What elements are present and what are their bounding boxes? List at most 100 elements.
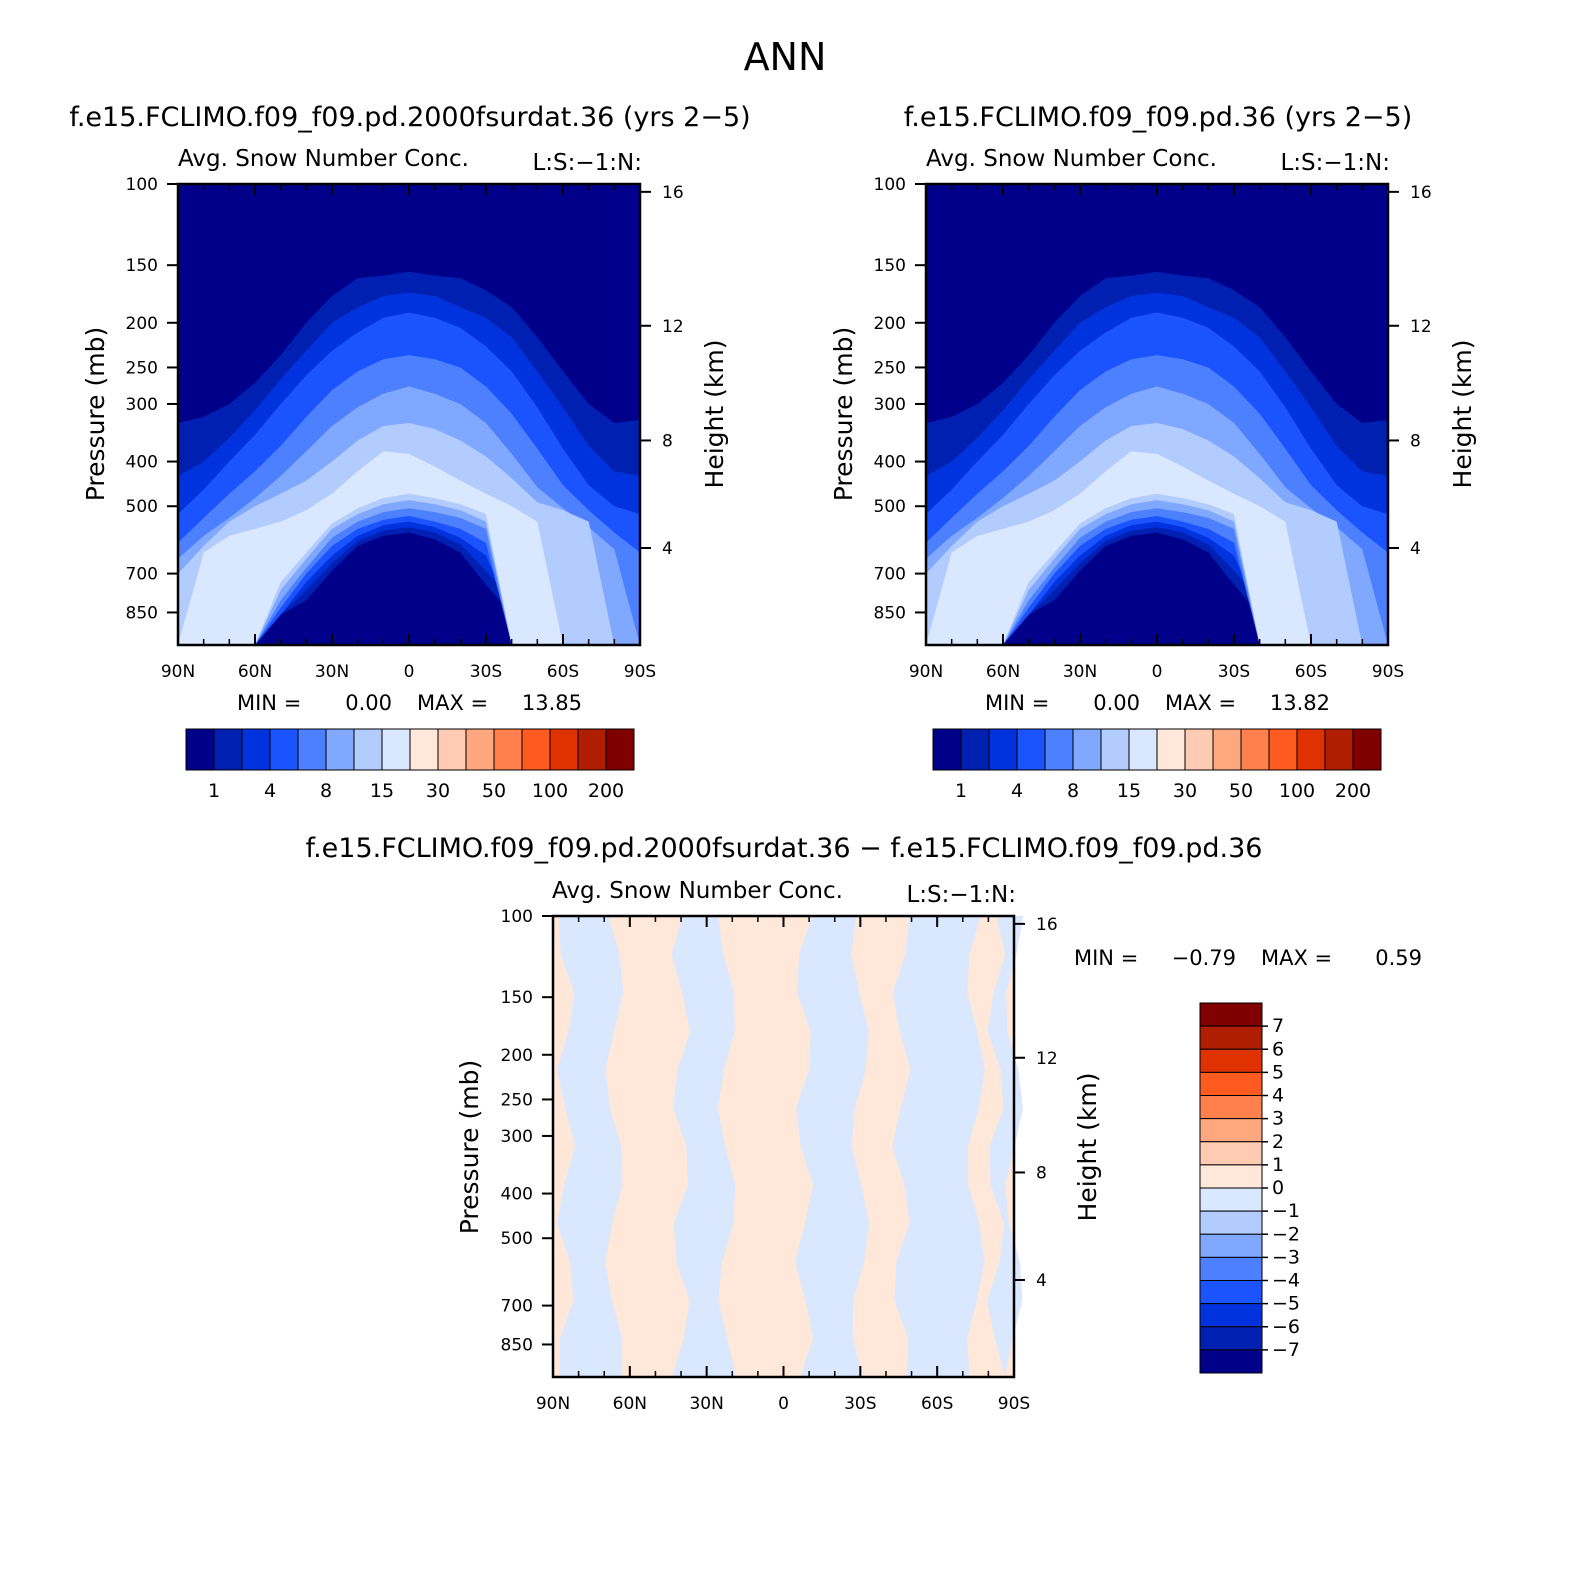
colorbar-box — [1016, 728, 1046, 771]
colorbar-box — [1199, 1349, 1263, 1374]
y-tick-label: 400 — [126, 453, 158, 473]
panel-2-ylabel: Pressure (mb) — [829, 327, 858, 501]
colorbar-label: 0 — [1272, 1177, 1284, 1199]
panel-1-max-value: 13.85 — [522, 691, 582, 715]
x-tick-label: 0 — [404, 662, 415, 682]
colorbar-box — [241, 728, 271, 771]
colorbar-box — [1199, 1280, 1263, 1305]
colorbar-box — [353, 728, 383, 771]
colorbar-label: 30 — [426, 780, 450, 802]
diff-negative-band — [794, 916, 870, 1377]
colorbar-label: 4 — [1272, 1085, 1284, 1107]
colorbar-label: 30 — [1173, 780, 1197, 802]
figure-title: ANN — [744, 35, 827, 79]
y2-tick-label: 8 — [662, 431, 673, 451]
x-tick-label: 30N — [315, 662, 349, 682]
y-tick-label: 200 — [501, 1046, 533, 1066]
y2-tick-label: 16 — [662, 183, 684, 203]
x-tick-label: 30S — [470, 662, 502, 682]
colorbar-box — [1199, 1164, 1263, 1189]
panel-2-min-label: MIN = — [985, 691, 1049, 715]
panel-3-y2label: Height (km) — [1073, 1073, 1102, 1222]
colorbar-label: 200 — [588, 780, 624, 802]
panel-2-plot: 90N 60N 30N 0 30S 60S 90S 100 150 200 250 300 400 500… — [874, 175, 1432, 682]
panel-1-min-label: MIN = — [237, 691, 301, 715]
colorbar-label: 8 — [320, 780, 332, 802]
panel-1-plot: 90N 60N 30N 0 30S 60S 90S 100 150 200 250 300 400 500… — [126, 175, 684, 682]
panel-3-ylabel: Pressure (mb) — [455, 1060, 484, 1234]
colorbar-box — [1199, 1303, 1263, 1328]
y-tick-label: 500 — [501, 1229, 533, 1249]
colorbar-label: 15 — [370, 780, 394, 802]
colorbar-box — [185, 728, 215, 771]
y2-tick-label: 4 — [662, 539, 673, 559]
x-tick-label: 30S — [844, 1394, 876, 1414]
colorbar-box — [1199, 1256, 1263, 1281]
colorbar-label: −5 — [1272, 1293, 1300, 1315]
y-tick-label: 850 — [501, 1335, 533, 1355]
y-tick-label: 300 — [501, 1127, 533, 1147]
y-tick-label: 850 — [126, 603, 158, 623]
panel-1-case-title: f.e15.FCLIMO.f09_f09.pd.2000fsurdat.36 (… — [69, 102, 750, 133]
panel-2-case-title: f.e15.FCLIMO.f09_f09.pd.36 (yrs 2−5) — [904, 102, 1412, 133]
colorbar-box — [1156, 728, 1186, 771]
y-tick-label: 150 — [126, 256, 158, 276]
colorbar-box — [1044, 728, 1074, 771]
colorbar-label: 15 — [1117, 780, 1141, 802]
x-tick-label: 60N — [238, 662, 272, 682]
y-tick-label: 850 — [874, 603, 906, 623]
colorbar-label: −2 — [1272, 1223, 1300, 1245]
colorbar-box — [1296, 728, 1326, 771]
colorbar-box — [409, 728, 439, 771]
panel-1-units: L:S:−1:N: — [532, 150, 642, 176]
panel-3-plot: 90N 60N 30N 0 30S 60S 90S 100 150 200 250 300 400 500… — [501, 907, 1058, 1414]
y-tick-label: 700 — [126, 565, 158, 585]
colorbar-box — [381, 728, 411, 771]
panel-2-y2label: Height (km) — [1448, 340, 1477, 489]
colorbar-box — [932, 728, 962, 771]
contour-band-7 — [926, 451, 1388, 645]
x-tick-label: 60N — [986, 662, 1020, 682]
colorbar-box — [1268, 728, 1298, 771]
y-tick-label: 100 — [126, 175, 158, 195]
x-tick-label: 90S — [624, 662, 656, 682]
x-tick-label: 0 — [1152, 662, 1163, 682]
colorbar-label: 1 — [208, 780, 220, 802]
panel-1-var-title: Avg. Snow Number Conc. — [178, 146, 469, 172]
y-tick-label: 500 — [126, 497, 158, 517]
panel-2-var-title: Avg. Snow Number Conc. — [926, 146, 1217, 172]
y-tick-label: 100 — [874, 175, 906, 195]
colorbar-box — [1240, 728, 1270, 771]
y-tick-label: 250 — [501, 1090, 533, 1110]
colorbar-label: 100 — [532, 780, 568, 802]
colorbar-label: −1 — [1272, 1200, 1300, 1222]
colorbar-label: 4 — [264, 780, 276, 802]
colorbar-box — [1199, 1048, 1263, 1073]
panel-1: f.e15.FCLIMO.f09_f09.pd.2000fsurdat.36 (… — [69, 102, 750, 802]
colorbar-label: 200 — [1335, 780, 1371, 802]
colorbar-label: −6 — [1272, 1316, 1300, 1338]
colorbar-label: −4 — [1272, 1270, 1300, 1292]
panel-3-max-value: 0.59 — [1375, 946, 1422, 970]
colorbar-box — [325, 728, 355, 771]
colorbar-label: −7 — [1272, 1339, 1300, 1361]
colorbar-label: 8 — [1067, 780, 1079, 802]
x-tick-label: 90N — [909, 662, 943, 682]
panel-3-min-label: MIN = — [1074, 946, 1138, 970]
x-tick-label: 60N — [613, 1394, 647, 1414]
colorbar-box — [1199, 1002, 1263, 1027]
colorbar-label: 1 — [1272, 1154, 1284, 1176]
colorbar-box — [1184, 728, 1214, 771]
x-tick-label: 30N — [689, 1394, 723, 1414]
panel-3: f.e15.FCLIMO.f09_f09.pd.2000fsurdat.36 −… — [306, 833, 1422, 1414]
colorbar-label: 5 — [1272, 1061, 1284, 1083]
colorbar-box — [213, 728, 243, 771]
panel-2-units: L:S:−1:N: — [1280, 150, 1390, 176]
colorbar-box — [1199, 1326, 1263, 1351]
y2-tick-label: 8 — [1036, 1163, 1047, 1183]
y2-tick-label: 8 — [1410, 431, 1421, 451]
colorbar-box — [1128, 728, 1158, 771]
panel-2-max-label: MAX = — [1165, 691, 1236, 715]
y-tick-label: 150 — [501, 988, 533, 1008]
